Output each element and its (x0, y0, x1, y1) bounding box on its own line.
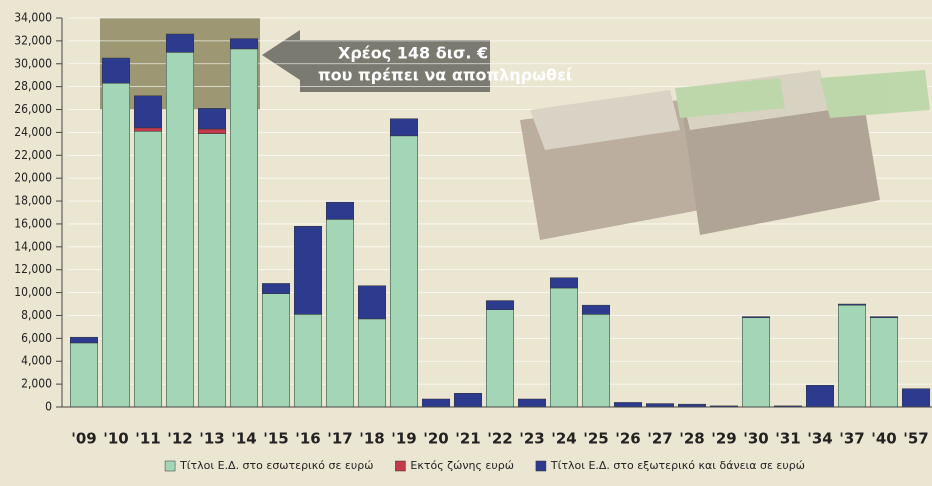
x-tick-label: '29 (711, 430, 736, 448)
bar-segment (870, 318, 898, 407)
x-tick-label: '11 (135, 430, 160, 448)
bar-segment (742, 318, 770, 407)
x-tick-label: '13 (199, 430, 224, 448)
x-tick-label: '31 (775, 430, 800, 448)
x-tick-label: '12 (167, 430, 192, 448)
annotation: που πρέπει να αποπληρωθεί (318, 66, 572, 85)
y-tick-label: 32,000 (14, 33, 52, 47)
bar-segment (102, 58, 130, 83)
y-tick-label: 20,000 (14, 171, 52, 185)
x-tick-label: '28 (679, 430, 704, 448)
x-tick-label: '34 (807, 430, 832, 448)
y-tick-label: 16,000 (14, 216, 52, 230)
x-tick-label: '19 (391, 430, 416, 448)
y-tick-label: 2,000 (21, 377, 52, 391)
y-tick-label: 12,000 (14, 262, 52, 276)
bar-segment (134, 96, 162, 128)
y-tick-label: 4,000 (21, 354, 52, 368)
bar-segment (134, 128, 162, 131)
x-tick-label: '22 (487, 430, 512, 448)
bar-segment (582, 314, 610, 407)
bar-segment (70, 337, 98, 343)
y-tick-label: 30,000 (14, 56, 52, 70)
bar-segment (486, 310, 514, 407)
bar-segment (70, 343, 98, 407)
bar-segment (390, 136, 418, 407)
bar-segment (294, 226, 322, 314)
y-tick-label: 10,000 (14, 285, 52, 299)
y-tick-label: 14,000 (14, 239, 52, 253)
bar-segment (230, 49, 258, 407)
x-tick-label: '10 (103, 430, 128, 448)
bar-segment (262, 283, 290, 293)
x-tick-label: '57 (903, 430, 928, 448)
x-tick-label: '14 (231, 430, 256, 448)
x-tick-label: '25 (583, 430, 608, 448)
legend-swatch (165, 461, 175, 471)
bar-segment (550, 288, 578, 407)
y-tick-label: 0 (45, 400, 52, 414)
x-tick-label: '18 (359, 430, 384, 448)
bar-segment (550, 278, 578, 288)
legend-swatch (395, 461, 405, 471)
y-tick-label: 24,000 (14, 125, 52, 139)
y-tick-label: 8,000 (21, 308, 52, 322)
y-tick-label: 18,000 (14, 194, 52, 208)
bar-segment (198, 108, 226, 129)
y-tick-label: 26,000 (14, 102, 52, 116)
legend-swatch (536, 461, 546, 471)
x-tick-label: '15 (263, 430, 288, 448)
bar-segment (198, 129, 226, 134)
bar-segment (166, 34, 194, 52)
x-tick-label: '40 (871, 430, 896, 448)
bar-segment (614, 402, 642, 407)
bar-segment (326, 219, 354, 407)
legend-label: Εκτός ζώνης ευρώ (410, 459, 514, 472)
bar-segment (486, 301, 514, 310)
bar-segment (134, 131, 162, 407)
bar-segment (870, 317, 898, 318)
x-tick-label: '09 (71, 430, 96, 448)
x-tick-label: '16 (295, 430, 320, 448)
x-tick-label: '23 (519, 430, 544, 448)
bar-segment (262, 294, 290, 407)
x-tick-label: '26 (615, 430, 640, 448)
bar-segment (358, 319, 386, 407)
bar-segment (422, 399, 450, 407)
chart: Χρέος 148 δισ. € που πρέπει να αποπληρωθ… (0, 0, 932, 486)
y-tick-label: 22,000 (14, 148, 52, 162)
annotation: Χρέος 148 δισ. € (338, 44, 488, 63)
x-tick-label: '17 (327, 430, 352, 448)
bar-segment (230, 39, 258, 49)
x-tick-label: '21 (455, 430, 480, 448)
legend-label: Τίτλοι Ε.Δ. στο εξωτερικό και δάνεια σε … (550, 459, 805, 472)
x-tick-label: '37 (839, 430, 864, 448)
bar-segment (902, 389, 930, 407)
x-tick-label: '20 (423, 430, 448, 448)
bar-segment (326, 202, 354, 219)
bar-segment (646, 404, 674, 407)
legend: Τίτλοι Ε.Δ. στο εσωτερικό σε ευρώ Εκτός ζ… (165, 459, 805, 472)
x-tick-label: '27 (647, 430, 672, 448)
legend-label: Τίτλοι Ε.Δ. στο εσωτερικό σε ευρώ (179, 459, 373, 472)
bar-segment (806, 385, 834, 407)
bar-segment (582, 305, 610, 314)
x-tick-label: '30 (743, 430, 768, 448)
y-tick-label: 34,000 (14, 11, 52, 25)
bar-segment (358, 286, 386, 319)
bar-segment (742, 317, 770, 318)
bar-segment (198, 134, 226, 407)
bar-segment (838, 305, 866, 407)
y-tick-label: 6,000 (21, 331, 52, 345)
y-tick-label: 28,000 (14, 79, 52, 93)
bar-segment (518, 399, 546, 407)
bar-segment (454, 393, 482, 407)
bar-segment (294, 314, 322, 407)
x-tick-label: '24 (551, 430, 576, 448)
bar-segment (390, 119, 418, 136)
bar-segment (166, 52, 194, 407)
bar-segment (102, 83, 130, 407)
bar-segment (838, 304, 866, 305)
